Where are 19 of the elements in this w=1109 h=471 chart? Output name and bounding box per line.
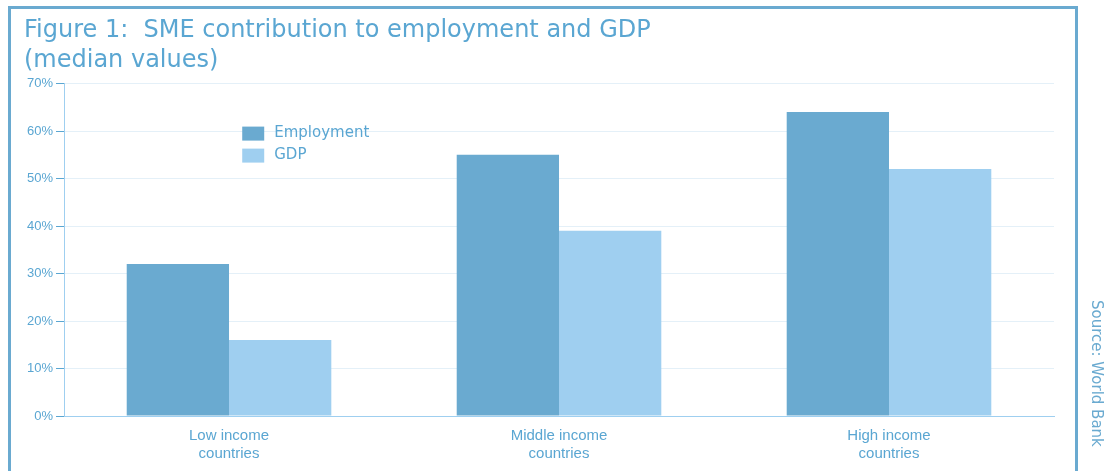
legend-label: Employment [274, 123, 370, 142]
y-tick-label: 50% [26, 170, 54, 186]
y-tick-label: 10% [26, 360, 54, 376]
y-tick-label: 30% [26, 265, 54, 281]
chart-title: Figure 1: SME contribution to employment and GDP [24, 14, 651, 43]
y-tick-label: 60% [26, 122, 54, 138]
x-tick-label: Middle income countries [510, 426, 608, 462]
x-tick-label: Low income countries [188, 426, 270, 462]
x-tick-label: High income countries [847, 426, 931, 462]
bar [456, 154, 560, 416]
bar [786, 112, 889, 416]
y-tick-label: 0% [34, 407, 54, 423]
y-tick-label: 20% [26, 312, 54, 328]
chart-subtitle: (median values) [24, 45, 219, 74]
y-tick-label: 70% [26, 75, 54, 91]
y-tick-label: 40% [26, 217, 54, 233]
source-note: Source: World Bank [1087, 300, 1106, 449]
legend-label: GDP [274, 145, 307, 164]
bar [126, 264, 230, 416]
